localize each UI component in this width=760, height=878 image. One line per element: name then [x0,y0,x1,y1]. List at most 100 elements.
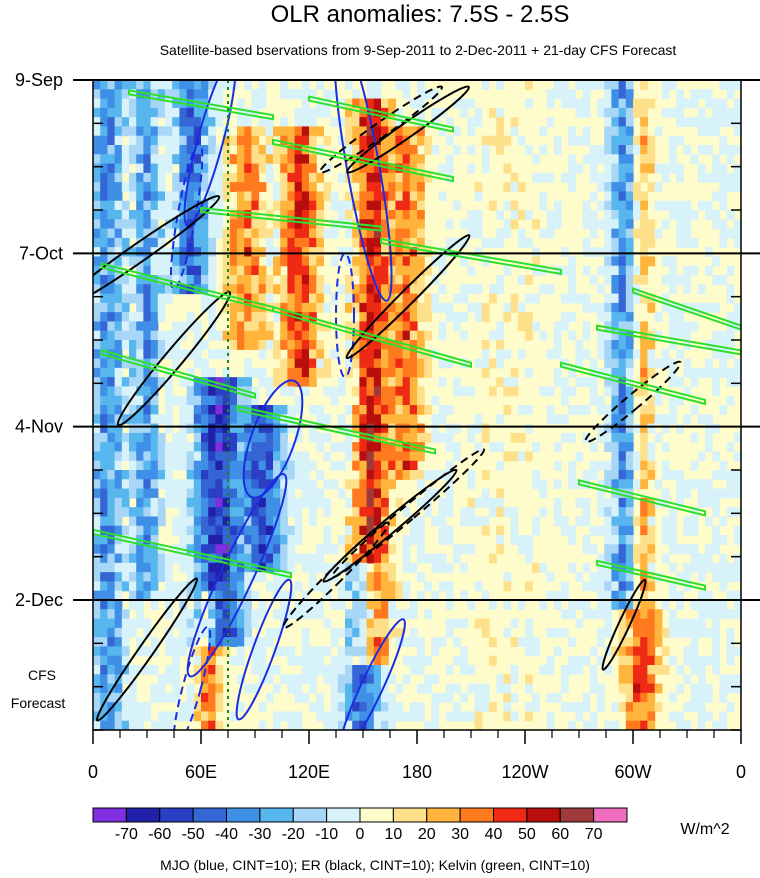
field-cell [244,191,252,202]
field-cell [388,367,396,378]
field-cell [359,117,368,128]
field-cell [294,553,303,564]
field-cell [640,358,648,369]
field-cell [136,284,144,295]
field-cell [381,637,389,648]
field-cell [618,284,627,295]
field-cell [229,182,238,193]
field-cell [100,609,108,620]
field-cell [604,321,612,332]
field-cell [100,330,108,341]
field-cell [244,210,252,220]
field-cell [489,330,497,341]
field-cell [683,367,692,378]
field-cell [114,600,123,610]
field-cell [345,590,353,601]
field-cell [93,182,101,193]
field-cell [150,126,159,137]
field-cell [640,145,648,155]
field-cell [193,154,202,165]
field-cell [388,590,396,601]
field-cell [417,126,425,137]
field-cell [395,423,404,434]
field-cell [265,627,274,638]
field-cell [93,646,101,657]
field-cell [237,451,245,462]
field-cell [121,442,130,453]
field-cell [582,479,591,490]
field-cell [654,200,663,211]
field-cell [395,247,404,258]
field-cell [150,479,159,490]
field-cell [294,470,303,480]
field-cell [625,200,634,211]
field-cell [244,302,252,313]
field-cell [157,572,166,583]
field-cell [93,590,101,601]
field-cell [690,210,699,220]
field-cell [93,358,101,369]
field-cell [373,237,382,248]
field-cell [129,627,137,638]
field-cell [705,423,713,434]
field-cell [373,655,382,666]
field-cell [690,321,699,332]
field-cell [121,470,130,480]
field-cell [525,711,533,722]
field-cell [150,98,159,109]
field-cell [597,172,605,183]
field-cell [424,507,432,518]
field-cell [409,358,418,369]
field-cell [258,154,267,165]
field-cell [705,126,713,137]
field-cell [726,590,735,601]
field-cell [93,553,101,564]
field-cell [467,544,476,555]
field-cell [395,609,404,620]
field-cell [424,293,432,304]
field-cell [719,358,728,369]
field-cell [633,683,641,694]
field-cell [172,590,180,601]
field-cell [100,135,108,146]
field-cell [201,89,209,100]
field-cell [733,228,741,239]
field-cell [431,107,440,118]
field-cell [705,358,713,369]
field-cell [568,89,576,100]
field-cell [244,423,252,434]
field-cell [661,172,670,183]
field-cell [114,488,123,499]
field-cell [417,312,425,323]
field-cell [359,210,368,220]
field-cell [251,210,260,220]
field-cell [597,349,605,360]
field-cell [129,479,137,490]
field-cell [618,386,627,397]
field-cell [381,284,389,295]
field-cell [597,655,605,666]
field-cell [208,655,216,666]
field-cell [179,497,188,508]
field-cell [201,488,209,499]
field-cell [373,423,382,434]
field-cell [222,302,231,313]
field-cell [654,163,663,174]
field-cell [229,572,238,583]
field-cell [402,414,411,425]
field-cell [460,665,468,675]
field-cell [258,655,267,666]
colorbar-tick-label: -10 [315,826,338,843]
field-cell [143,321,152,332]
field-cell [395,275,404,285]
field-cell [597,423,605,434]
colorbar-tick-label: 50 [518,826,536,843]
field-cell [143,377,152,388]
field-cell [697,479,706,490]
field-cell [366,395,375,406]
field-cell [337,247,346,258]
field-cell [625,154,634,165]
field-cell [683,516,692,527]
field-cell [417,265,425,276]
field-cell [316,414,324,425]
